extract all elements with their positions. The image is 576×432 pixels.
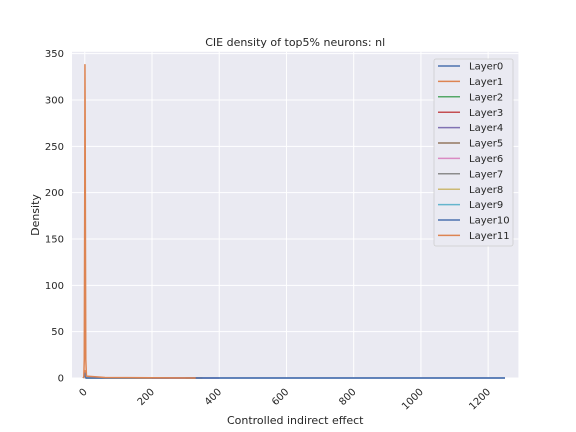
y-tick-labels: 0 50 100 150 200 250 300 350: [45, 49, 64, 384]
legend-label: Layer0: [469, 62, 503, 73]
x-tick-label: 600: [270, 387, 291, 408]
y-tick-label: 350: [45, 49, 64, 60]
legend-label: Layer8: [469, 185, 503, 196]
legend-box: [433, 58, 514, 247]
legend-label: Layer7: [469, 169, 503, 180]
x-tick-label: 200: [136, 387, 157, 408]
x-axis-label: Controlled indirect effect: [227, 414, 364, 427]
legend-label: Layer6: [469, 154, 503, 165]
x-tick-label: 400: [203, 387, 224, 408]
chart-title: CIE density of top5% neurons: nl: [205, 36, 385, 49]
series-line-layer11: [83, 64, 196, 379]
y-tick-label: 250: [45, 142, 64, 153]
legend-label: Layer10: [469, 216, 510, 227]
legend-label: Layer1: [469, 77, 503, 88]
legend-label: Layer3: [469, 108, 503, 119]
y-tick-label: 150: [45, 234, 64, 245]
legend-label: Layer2: [469, 92, 503, 103]
y-tick-label: 200: [45, 188, 64, 199]
y-axis-label: Density: [29, 194, 42, 236]
x-tick-label: 1200: [467, 387, 493, 413]
legend-label: Layer5: [469, 139, 503, 150]
y-tick-label: 0: [58, 374, 64, 385]
legend-label: Layer11: [469, 231, 510, 242]
x-tick-labels: 0 200 400 600 800 1000 1200: [77, 387, 493, 413]
x-tick-label: 0: [77, 387, 89, 399]
legend-label: Layer4: [469, 123, 503, 134]
y-tick-label: 50: [51, 327, 64, 338]
x-tick-label: 800: [337, 387, 358, 408]
y-tick-label: 300: [45, 95, 64, 106]
legend: Layer0 Layer1 Layer2 Layer3 Layer4 Layer5 Laye…: [433, 58, 514, 247]
y-tick-label: 100: [45, 281, 64, 292]
legend-label: Layer9: [469, 200, 503, 211]
x-tick-label: 1000: [400, 387, 426, 413]
series-lines: [82, 64, 505, 379]
